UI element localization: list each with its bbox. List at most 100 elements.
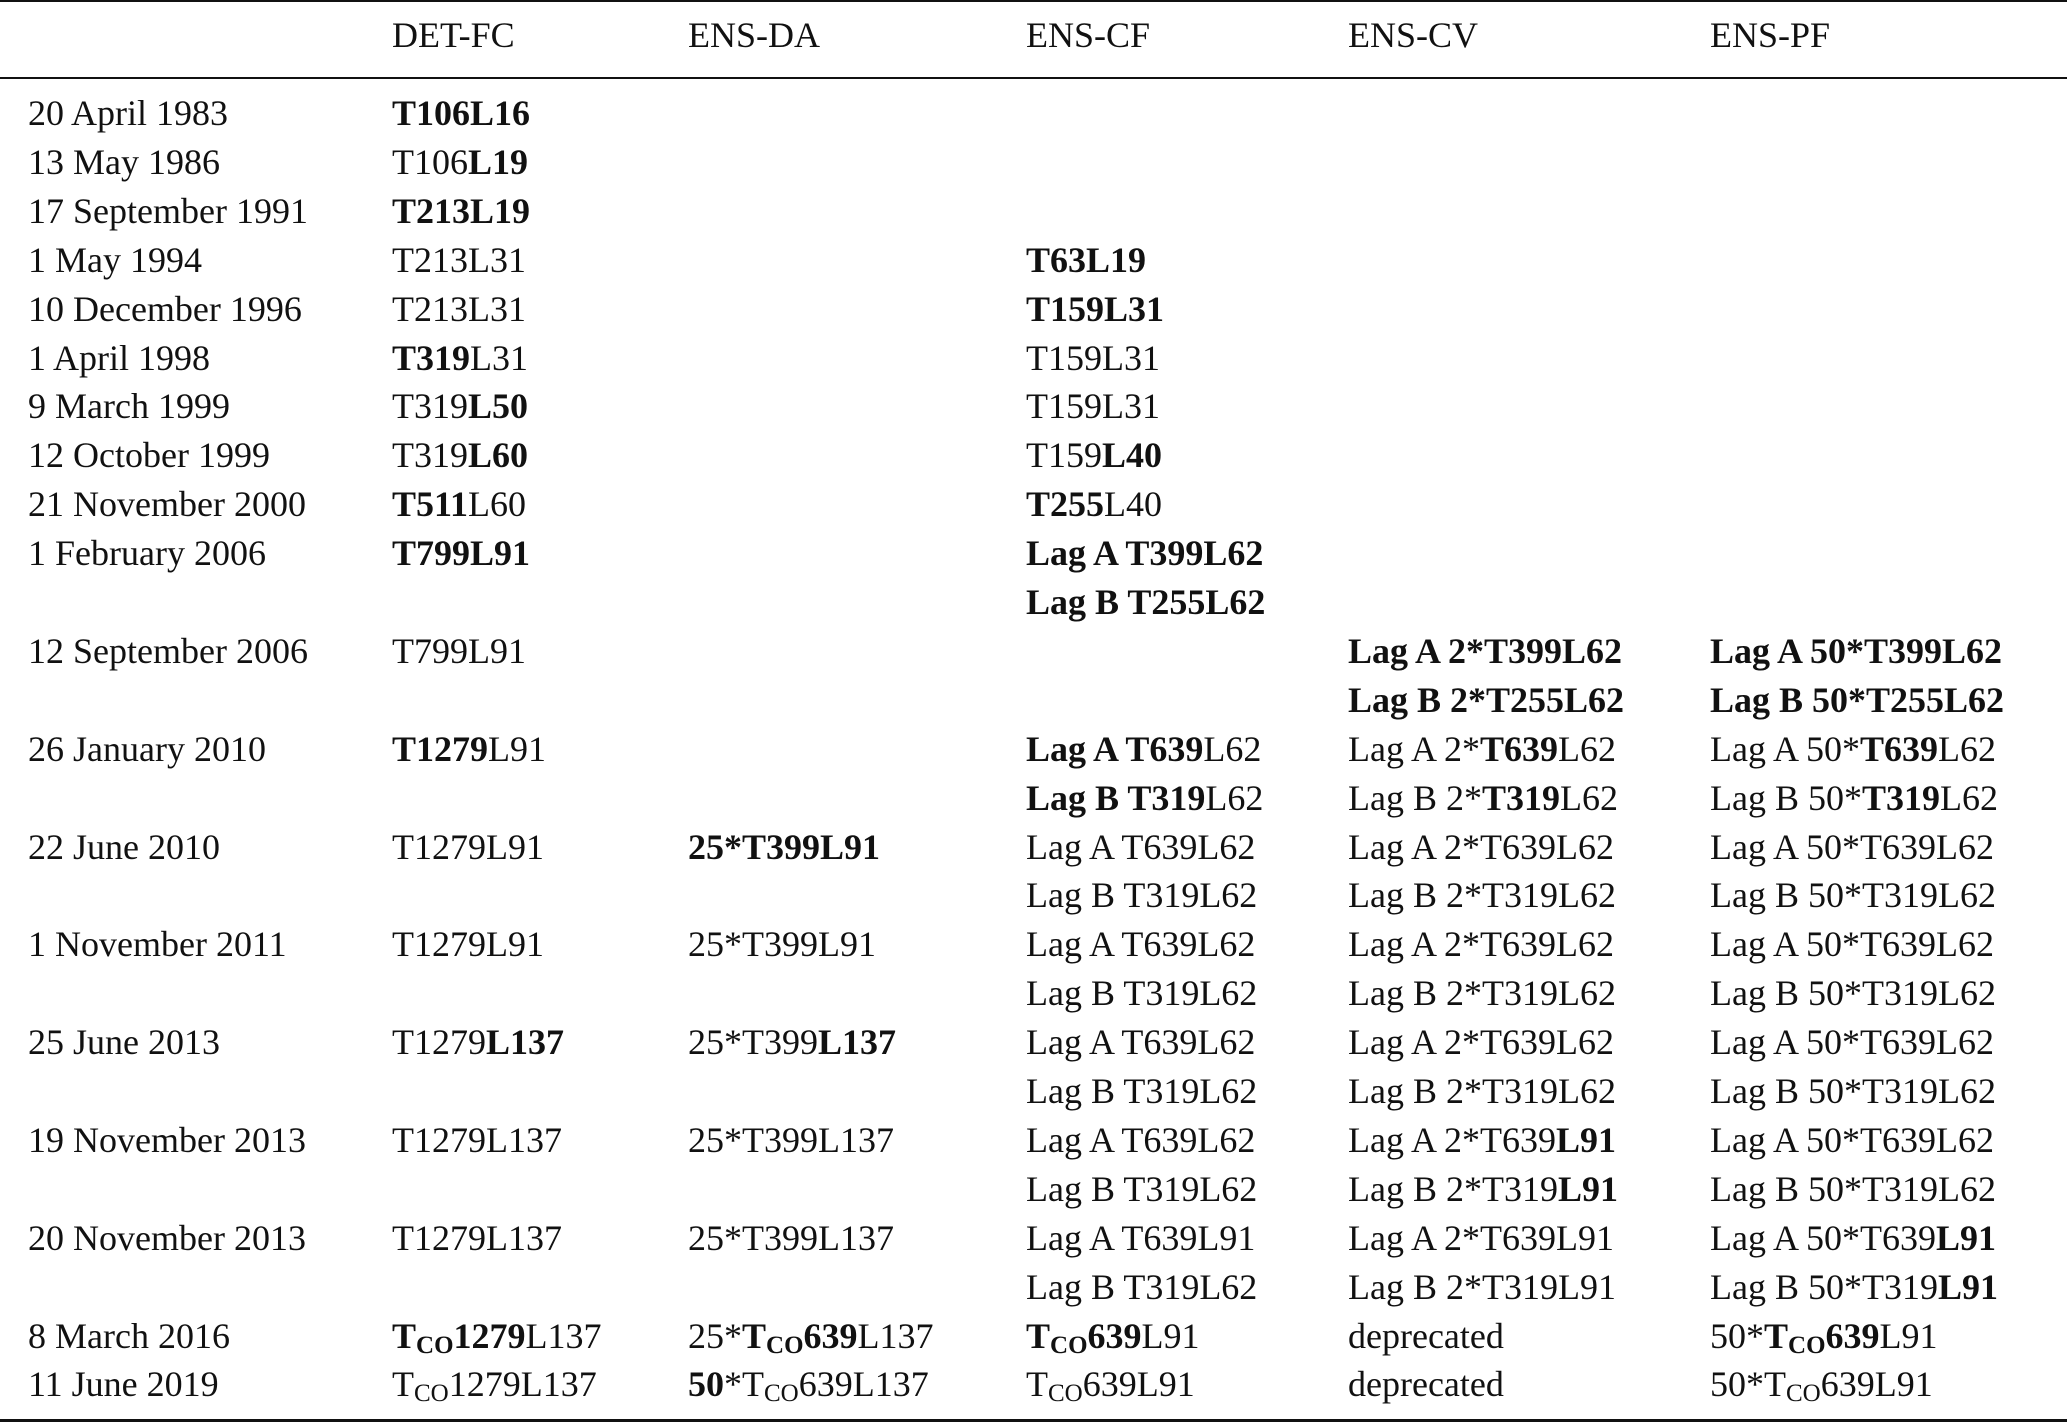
segment-text: Lag A T639L62 <box>1026 1022 1256 1063</box>
text-segment: Lag B 50* <box>1710 778 1862 818</box>
cell-det-fc: T1279L137 <box>392 1018 564 1067</box>
segment-text: 639L91 <box>1082 1364 1195 1405</box>
table-row: 1 April 1998 T319L31 T159L31 <box>0 334 2067 383</box>
text-segment: T106 <box>392 142 468 182</box>
segment-text: Lag B 2*T255L62 <box>1348 679 1625 720</box>
cell-det-fc: T106L19 <box>392 138 528 187</box>
top-rule <box>0 0 2067 2</box>
segment-text: Lag B 2*T319L91 <box>1348 1266 1616 1307</box>
text-segment: T319 <box>392 386 468 426</box>
text-segment: *TCO <box>724 1364 799 1408</box>
subscript: CO <box>1050 1331 1088 1359</box>
segment-text: Lag A 2*T639L91 <box>1348 1217 1614 1258</box>
segment-text: L91 <box>1141 1315 1200 1356</box>
cell-det-fc: T1279L91 <box>392 823 544 872</box>
cell-ens-pf: Lag A 50*T639L62 <box>1710 1018 1994 1067</box>
bold-segment: L19 <box>468 142 528 182</box>
cell-ens-cf: T159L31 <box>1026 285 1164 334</box>
segment-text: 25*T399L91 <box>688 924 876 965</box>
text-segment: L91 <box>1880 1316 1938 1356</box>
cell-ens-cf: Lag B T319L62 <box>1026 1165 1257 1214</box>
text-segment: deprecated <box>1348 1364 1504 1404</box>
text-segment: deprecated <box>1348 1316 1504 1356</box>
text-segment: T1279L137 <box>392 1120 562 1160</box>
text-segment: Lag A 50*T639L62 <box>1710 1120 1994 1160</box>
table-row: 21 November 2000 T511L60 T255L40 <box>0 480 2067 529</box>
segment-text: Lag B 50*T319 <box>1710 1266 1938 1307</box>
text-segment: Lag B T319L62 <box>1026 1169 1257 1209</box>
segment-text: L137 <box>857 1315 934 1356</box>
cell-ens-cf: Lag B T319L62 <box>1026 774 1263 823</box>
cell-ens-da: 25*TCO639L137 <box>688 1312 934 1361</box>
date-cell: 12 October 1999 <box>28 435 270 476</box>
cell-ens-da: 25*T399L137 <box>688 1018 896 1067</box>
bold-segment: T639 <box>1480 729 1558 769</box>
segment-text: T1279L91 <box>392 924 544 965</box>
text-segment: 639L91 <box>1083 1364 1195 1404</box>
cell-det-fc: T319L31 <box>392 334 528 383</box>
cell-det-fc: T106L16 <box>392 89 530 138</box>
subscript: CO <box>764 1380 799 1408</box>
text-segment: L137 <box>526 1316 602 1356</box>
segment-text: deprecated <box>1348 1315 1504 1356</box>
segment-text: Lag B 2* <box>1348 777 1482 818</box>
segment-text: Lag A 50*T639 <box>1710 1217 1936 1258</box>
segment-text: T213L19 <box>392 190 531 231</box>
cell-ens-cf: Lag B T319L62 <box>1026 871 1257 920</box>
segment-text: Lag A 2*T639L62 <box>1348 826 1614 867</box>
text-segment: L60 <box>468 484 526 524</box>
segment-text: Lag A T639L62 <box>1026 826 1256 867</box>
cell-ens-cf: Lag A T639L91 <box>1026 1214 1255 1263</box>
text-segment: T1279 <box>392 1022 486 1062</box>
text-segment: Lag A T639L91 <box>1026 1218 1255 1258</box>
date-cell: 1 May 1994 <box>28 239 202 280</box>
segment-text: T <box>392 1364 414 1405</box>
subscript: CO <box>766 1331 804 1359</box>
segment-text: T1279L137 <box>392 1217 562 1258</box>
cell-ens-cf: Lag B T319L62 <box>1026 1263 1257 1312</box>
bold-segment: T319 <box>392 338 470 378</box>
cell-ens-cv: Lag B 2*T319L62 <box>1348 1067 1616 1116</box>
bold-segment: T1279 <box>392 729 488 769</box>
segment-text: T639 <box>1860 728 1939 769</box>
bold-segment: L91 <box>1936 1218 1996 1258</box>
subscript: CO <box>414 1380 449 1408</box>
subscript: CO <box>1788 1331 1826 1359</box>
cell-ens-cv: Lag B 2*T319L91 <box>1348 1165 1618 1214</box>
date-cell: 21 November 2000 <box>28 484 306 525</box>
segment-text: Lag B 2*T319L62 <box>1348 875 1616 916</box>
segment-text: Lag A 2* <box>1348 728 1480 769</box>
text-segment: L62 <box>1558 729 1616 769</box>
segment-text: L19 <box>468 141 529 182</box>
segment-text: 50* <box>1710 1315 1764 1356</box>
segment-text: Lag A 2*T639L62 <box>1348 924 1614 965</box>
bold-segment: TCO <box>1026 1316 1088 1359</box>
cell-ens-cv: Lag A 2*T639L62 <box>1348 1018 1614 1067</box>
segment-text: L91 <box>1879 1315 1938 1356</box>
header-ens-pf: ENS-PF <box>1710 15 1831 55</box>
segment-text: Lag B T255L62 <box>1026 582 1266 622</box>
text-segment: 25* <box>688 1316 742 1356</box>
cell-ens-cf: Lag B T255L62 <box>1026 578 1265 627</box>
text-segment: Lag A T639L62 <box>1026 827 1255 867</box>
segment-text: 639 <box>1087 1315 1142 1356</box>
table-row: 8 March 2016 TCO1279L137 25*TCO639L137 TCO6… <box>0 1312 2067 1361</box>
text-segment: Lag A 50* <box>1710 729 1860 769</box>
cell-ens-cv: Lag B 2*T319L62 <box>1348 871 1616 920</box>
cell-ens-pf: 50*TCO639L91 <box>1710 1312 1938 1361</box>
segment-text: T159L31 <box>1026 386 1160 427</box>
bold-segment: T319 <box>1482 778 1560 818</box>
segment-text: L62 <box>1558 728 1617 769</box>
table-row: 20 April 1983 T106L16 <box>0 89 2067 138</box>
cell-ens-pf: Lag A 50*T639L62 <box>1710 725 1996 774</box>
subscript: CO <box>416 1331 454 1359</box>
text-segment: 25*T399L91 <box>688 924 876 964</box>
text-segment: L91 <box>1142 1316 1200 1356</box>
header-ens-cv: ENS-CV <box>1348 15 1479 55</box>
cell-ens-cf: T159L31 <box>1026 382 1160 431</box>
date-cell: 1 April 1998 <box>28 337 211 378</box>
segment-text: Lag B 2*T319 <box>1348 1168 1558 1209</box>
cell-ens-pf: Lag A 50*T639L62 <box>1710 1116 1994 1165</box>
text-segment: TCO <box>392 1364 449 1408</box>
